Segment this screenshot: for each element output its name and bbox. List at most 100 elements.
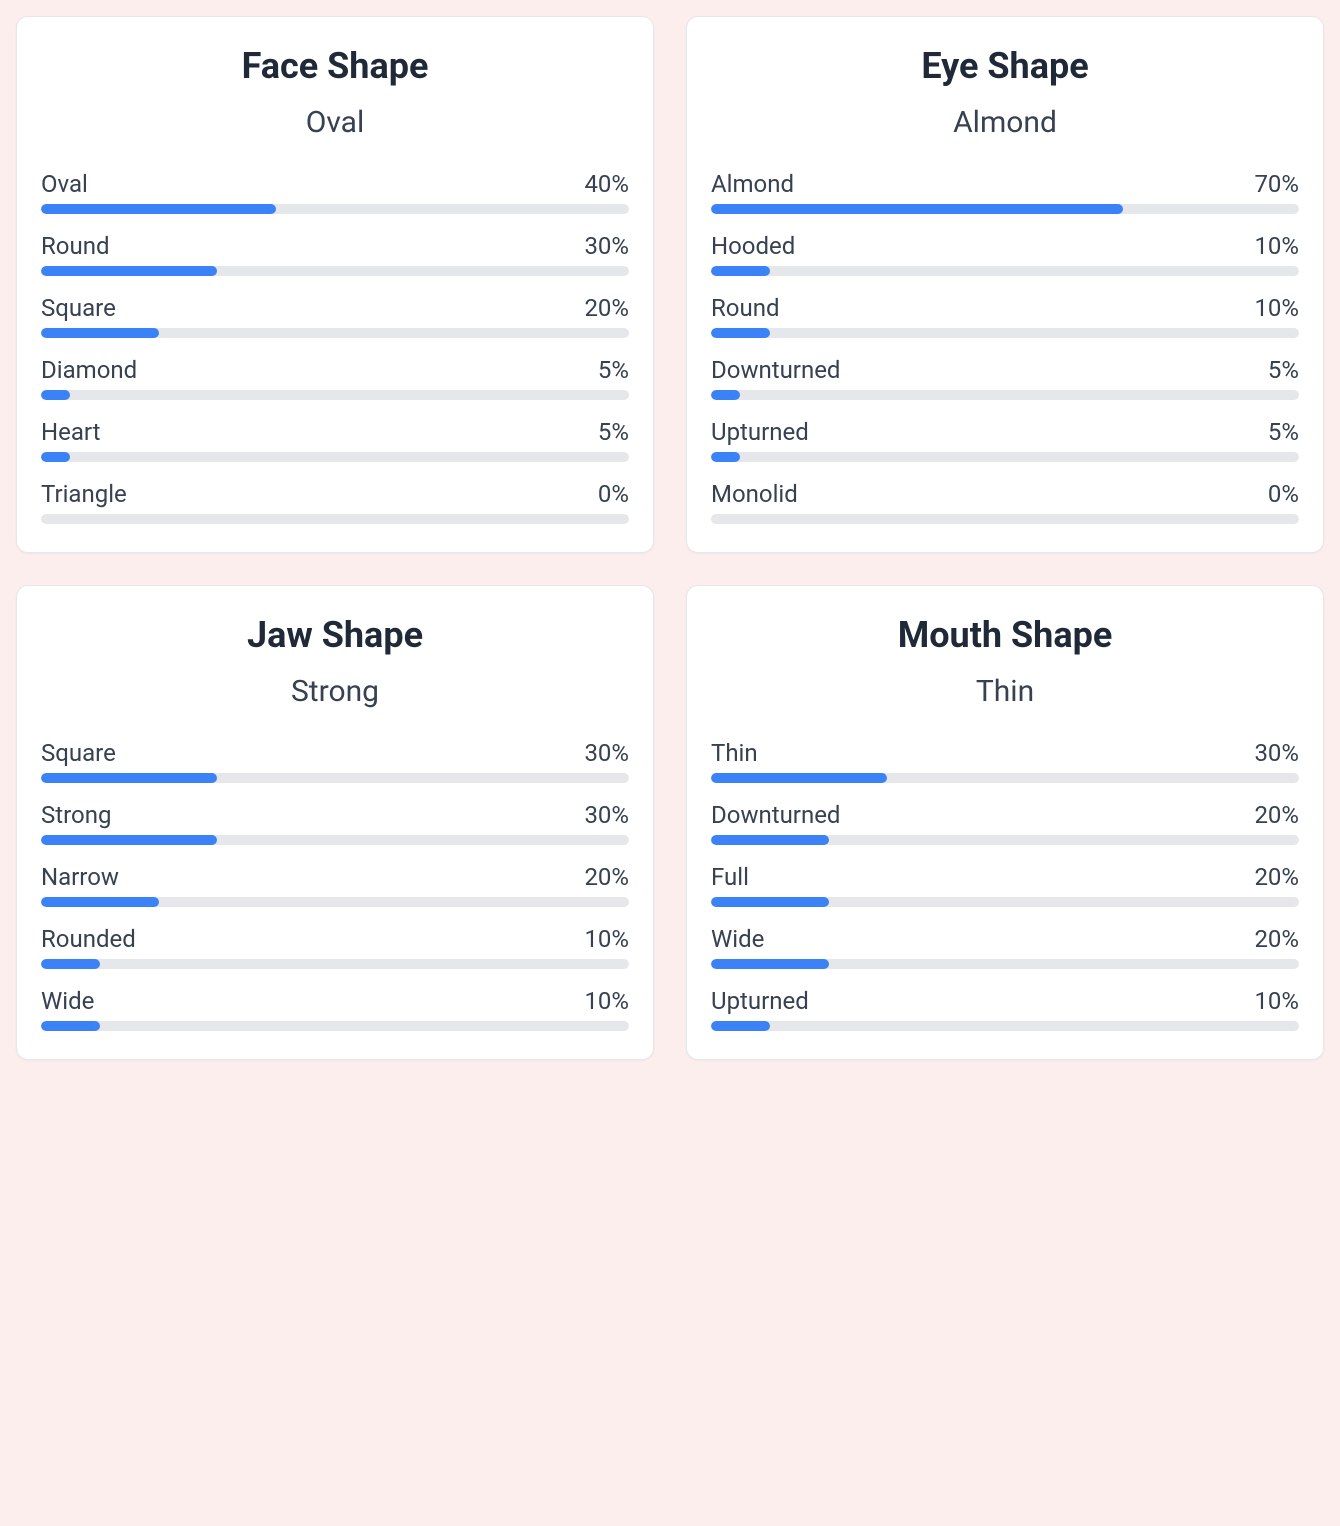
bar-row: Wide20% — [711, 925, 1299, 969]
bar-label: Strong — [41, 801, 111, 829]
bar-row: Square 20% — [41, 294, 629, 338]
bar-row: Upturned 10% — [711, 987, 1299, 1031]
bar-label-row: Heart 5% — [41, 418, 629, 446]
bar-list: Almond70% Hooded 10% Round 10% Downturned5% Up… — [711, 170, 1299, 524]
bar-percent: 10% — [1254, 987, 1299, 1015]
card-subtitle: Oval — [41, 105, 629, 140]
bar-percent: 0% — [598, 480, 629, 508]
bar-label-row: Narrow20% — [41, 863, 629, 891]
bar-track — [711, 1021, 1299, 1031]
bar-label: Square — [41, 739, 116, 767]
card-subtitle: Almond — [711, 105, 1299, 140]
bar-track — [41, 328, 629, 338]
bar-label-row: Upturned5% — [711, 418, 1299, 446]
bar-row: Downturned5% — [711, 356, 1299, 400]
bar-row: Diamond5% — [41, 356, 629, 400]
bar-label-row: Diamond5% — [41, 356, 629, 384]
card-subtitle: Strong — [41, 674, 629, 709]
bar-track — [41, 897, 629, 907]
bar-percent: 20% — [1254, 925, 1299, 953]
bar-percent: 20% — [1254, 801, 1299, 829]
bar-fill — [711, 390, 740, 400]
bar-label: Hooded — [711, 232, 795, 260]
bar-track — [41, 1021, 629, 1031]
bar-track — [711, 328, 1299, 338]
bar-label-row: Downturned5% — [711, 356, 1299, 384]
bar-label: Monolid — [711, 480, 798, 508]
bar-percent: 10% — [1254, 294, 1299, 322]
bar-fill — [41, 773, 217, 783]
bar-label: Oval — [41, 170, 88, 198]
bar-fill — [41, 266, 217, 276]
bar-label-row: Thin30% — [711, 739, 1299, 767]
bar-label: Full — [711, 863, 749, 891]
bar-label: Upturned — [711, 987, 809, 1015]
bar-fill — [711, 897, 829, 907]
bar-track — [711, 773, 1299, 783]
bar-percent: 5% — [598, 418, 629, 446]
card-title: Mouth Shape — [711, 614, 1299, 656]
bar-track — [711, 514, 1299, 524]
bar-fill — [41, 835, 217, 845]
bar-label-row: Hooded 10% — [711, 232, 1299, 260]
bar-fill — [711, 204, 1123, 214]
bar-row: Almond70% — [711, 170, 1299, 214]
bar-fill — [41, 204, 276, 214]
bar-row: Round30% — [41, 232, 629, 276]
bar-percent: 30% — [1254, 739, 1299, 767]
bar-list: Thin30%Downturned20%Full20%Wide20%Upturn… — [711, 739, 1299, 1031]
bar-fill — [41, 328, 159, 338]
bar-percent: 30% — [584, 801, 629, 829]
bar-label: Round — [711, 294, 780, 322]
card-title: Jaw Shape — [41, 614, 629, 656]
bar-label-row: Round30% — [41, 232, 629, 260]
bar-row: Downturned 20% — [711, 801, 1299, 845]
bar-label: Square — [41, 294, 116, 322]
bar-percent: 30% — [584, 739, 629, 767]
bar-percent: 5% — [1268, 418, 1299, 446]
bar-fill — [41, 390, 70, 400]
bar-label-row: Square 30% — [41, 739, 629, 767]
bar-percent: 70% — [1254, 170, 1299, 198]
bar-percent: 10% — [584, 987, 629, 1015]
card-title: Eye Shape — [711, 45, 1299, 87]
bar-track — [711, 204, 1299, 214]
bar-track — [41, 959, 629, 969]
bar-label-row: Oval40% — [41, 170, 629, 198]
bar-label-row: Wide10% — [41, 987, 629, 1015]
bar-row: Full 20% — [711, 863, 1299, 907]
bar-label-row: Full 20% — [711, 863, 1299, 891]
bar-fill — [711, 266, 770, 276]
bar-fill — [41, 959, 100, 969]
bar-percent: 10% — [584, 925, 629, 953]
bar-fill — [711, 773, 887, 783]
bar-list: Square30%Strong30%Narrow20%Rounded10%Wid… — [41, 739, 629, 1031]
bar-row: Triangle 0% — [41, 480, 629, 524]
bar-label-row: Strong 30% — [41, 801, 629, 829]
bar-track — [711, 452, 1299, 462]
bar-fill — [711, 328, 770, 338]
bar-label: Triangle — [41, 480, 127, 508]
bar-track — [41, 390, 629, 400]
bar-track — [711, 835, 1299, 845]
bar-label-row: Wide20% — [711, 925, 1299, 953]
shape-card: Face ShapeOvalOval40%Round30%Square20%Di… — [16, 16, 654, 553]
bar-row: Upturned5% — [711, 418, 1299, 462]
bar-label-row: Almond70% — [711, 170, 1299, 198]
bar-fill — [41, 452, 70, 462]
bar-percent: 30% — [584, 232, 629, 260]
bar-label: Heart — [41, 418, 100, 446]
shape-card: Jaw Shape Strong Square 30% Strong 30% Narrow2… — [16, 585, 654, 1060]
bar-row: Monolid0% — [711, 480, 1299, 524]
bar-fill — [711, 959, 829, 969]
bar-row: Oval40% — [41, 170, 629, 214]
bar-percent: 20% — [584, 294, 629, 322]
shape-card: Eye Shape Almond Almond70% Hooded 10% Round 10… — [686, 16, 1324, 553]
bar-percent: 20% — [1254, 863, 1299, 891]
bar-percent: 10% — [1254, 232, 1299, 260]
bar-label: Downturned — [711, 801, 840, 829]
bar-track — [41, 452, 629, 462]
bar-track — [711, 266, 1299, 276]
bar-row: Strong 30% — [41, 801, 629, 845]
bar-label-row: Downturned 20% — [711, 801, 1299, 829]
